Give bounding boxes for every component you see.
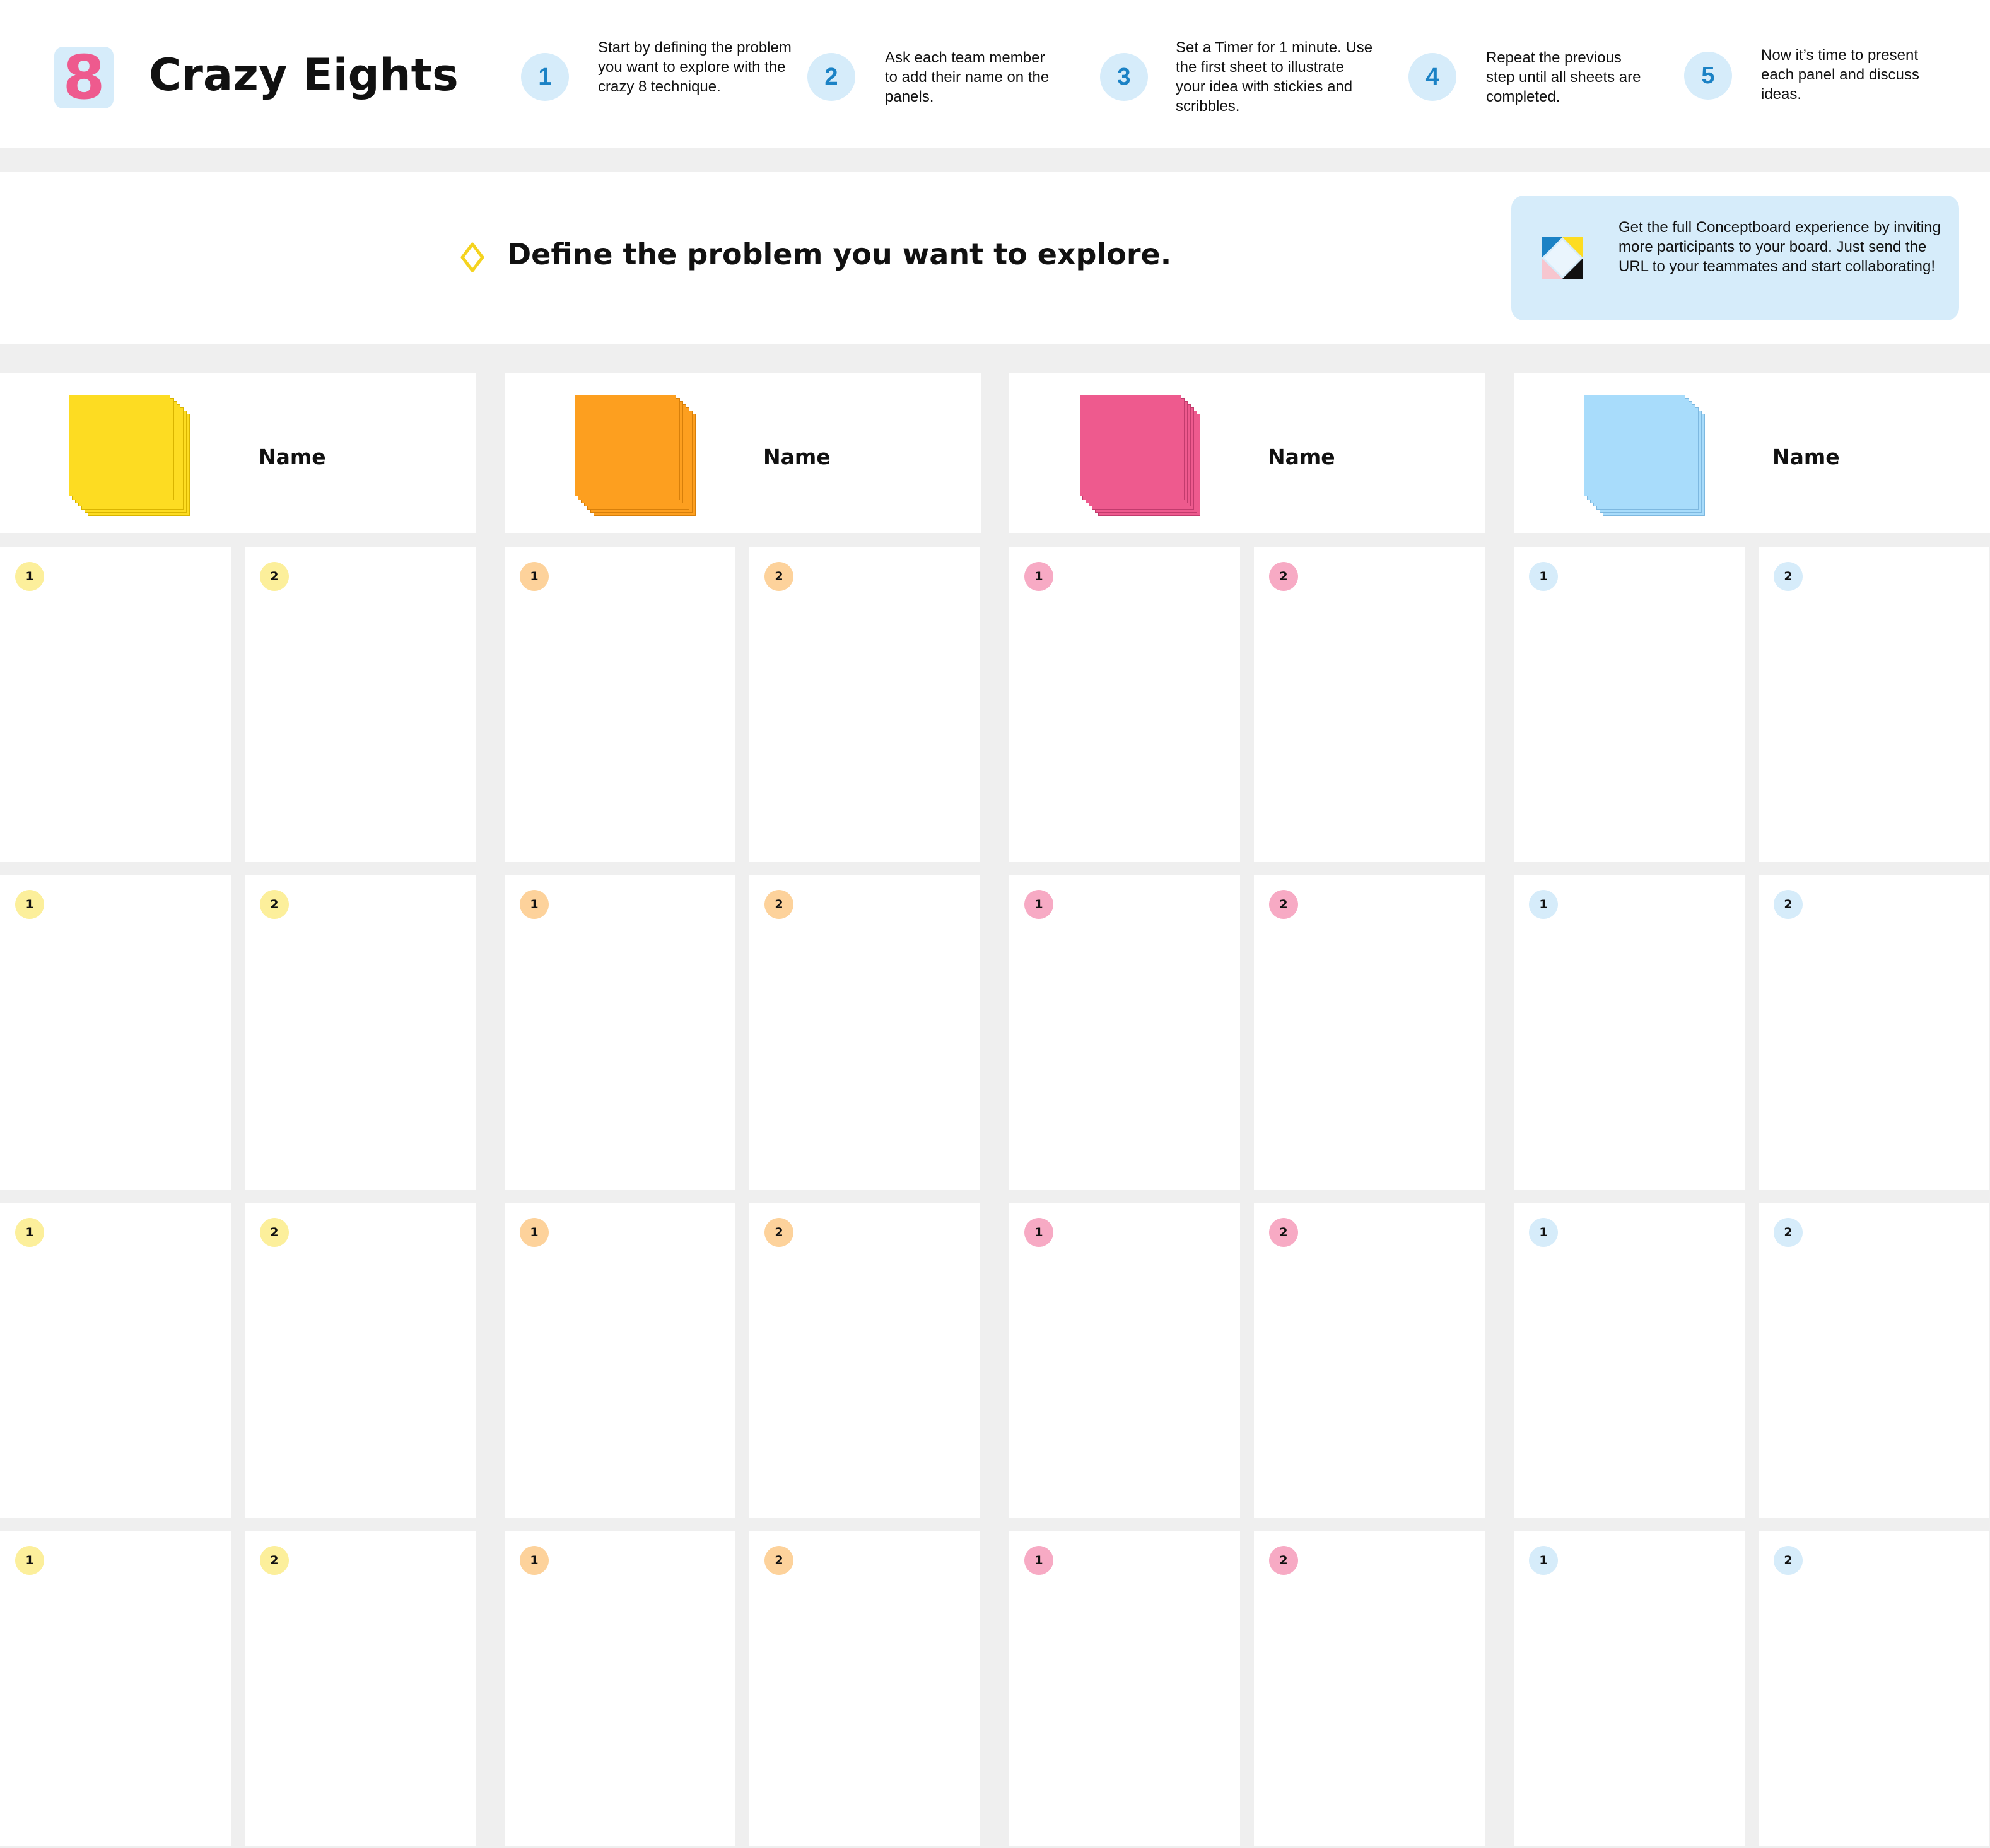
panel-number-badge: 1 [1529,1218,1558,1247]
participant-1-header: Name [0,373,476,533]
sticky-note-stack-icon[interactable] [1080,395,1203,519]
sketch-panel[interactable]: 2 [245,1203,476,1518]
step-5-text: Now it’s time to present each panel and … [1761,47,1919,103]
panel-number-badge: 1 [1024,890,1053,919]
promo-banner [1511,196,1959,320]
sketch-panel[interactable]: 2 [749,875,980,1190]
panel-number-badge: 1 [1024,562,1053,591]
step-4-text: Repeat the previous step until all sheet… [1486,49,1641,105]
panel-number-badge: 1 [15,562,44,591]
sketch-panel[interactable]: 2 [245,875,476,1190]
sketch-panel[interactable]: 2 [245,1531,476,1846]
panel-number-badge: 2 [1774,890,1803,919]
conceptboard-logo-icon [1542,237,1583,279]
panel-number-badge: 1 [1529,1546,1558,1575]
sketch-panel[interactable]: 2 [1254,875,1485,1190]
panel-number-badge: 2 [1269,562,1298,591]
crazy-eights-logo-icon: 8 [54,47,114,108]
panel-number-badge: 1 [520,1218,549,1247]
panel-number-badge: 2 [1269,1218,1298,1247]
step-2-text: Ask each team member to add their name o… [885,49,1050,105]
participant-2-header: Name [505,373,981,533]
participant-name-label[interactable]: Name [1268,445,1335,469]
step-5-number: 5 [1684,52,1732,100]
panel-number-badge: 1 [1024,1546,1053,1575]
header-bar [0,0,1990,148]
sketch-panel[interactable]: 1 [505,1531,735,1846]
panel-number-badge: 1 [1529,562,1558,591]
sketch-panel[interactable]: 2 [1254,1203,1485,1518]
panel-number-badge: 2 [1774,1218,1803,1247]
panel-number-badge: 2 [1774,1546,1803,1575]
participant-3-header: Name [1009,373,1485,533]
sketch-panel[interactable]: 1 [1009,1203,1240,1518]
sketch-panel[interactable]: 1 [505,875,735,1190]
panel-number-badge: 2 [260,1218,289,1247]
sketch-panel[interactable]: 1 [1514,547,1745,862]
sketch-panel[interactable]: 1 [505,1203,735,1518]
sketch-panel[interactable]: 1 [0,875,231,1190]
panel-number-badge: 1 [520,890,549,919]
problem-prompt[interactable]: Define the problem you want to explore. [507,237,1172,271]
sticky-note-stack-icon[interactable] [575,395,699,519]
panel-number-badge: 2 [1774,562,1803,591]
sketch-panel[interactable]: 1 [1514,1203,1745,1518]
sketch-panel[interactable]: 1 [1009,1531,1240,1846]
sketch-panel[interactable]: 1 [1514,875,1745,1190]
sketch-panel[interactable]: 2 [1254,547,1485,862]
panel-number-badge: 2 [764,1546,793,1575]
panel-number-badge: 1 [1529,890,1558,919]
step-4-number: 4 [1408,53,1456,101]
step-3-number: 3 [1100,53,1148,101]
panel-number-badge: 2 [260,562,289,591]
diamond-outline-icon [460,242,484,272]
step-1-text: Start by defining the problem you want t… [598,39,792,95]
sketch-panel[interactable]: 2 [1759,1531,1989,1846]
sketch-panel[interactable]: 1 [505,547,735,862]
panel-number-badge: 1 [520,1546,549,1575]
sketch-panel[interactable]: 2 [1759,547,1989,862]
sketch-panel[interactable]: 2 [245,547,476,862]
sticky-note-stack-icon[interactable] [69,395,193,519]
step-2-number: 2 [807,53,855,101]
sketch-panel[interactable]: 1 [1514,1531,1745,1846]
sketch-panel[interactable]: 1 [0,1531,231,1846]
promo-text: Get the full Conceptboard experience by … [1618,219,1941,275]
panel-number-badge: 2 [764,1218,793,1247]
participant-name-label[interactable]: Name [763,445,831,469]
sketch-panel[interactable]: 2 [1759,1203,1989,1518]
sketch-panel[interactable]: 1 [1009,875,1240,1190]
panel-number-badge: 1 [1024,1218,1053,1247]
sketch-panel[interactable]: 1 [0,1203,231,1518]
sketch-panel[interactable]: 2 [1254,1531,1485,1846]
step-1-number: 1 [521,53,569,101]
panel-number-badge: 2 [260,1546,289,1575]
panel-number-badge: 2 [764,890,793,919]
sketch-panel[interactable]: 2 [1759,875,1989,1190]
participant-name-label[interactable]: Name [1772,445,1840,469]
sketch-panel[interactable]: 2 [749,1203,980,1518]
panel-number-badge: 2 [260,890,289,919]
sketch-panel[interactable]: 2 [749,547,980,862]
panel-number-badge: 2 [764,562,793,591]
participant-name-label[interactable]: Name [259,445,326,469]
sketch-panel[interactable]: 2 [749,1531,980,1846]
panel-number-badge: 2 [1269,1546,1298,1575]
panel-number-badge: 1 [15,1546,44,1575]
panel-number-badge: 2 [1269,890,1298,919]
sticky-note-stack-icon[interactable] [1584,395,1708,519]
step-3-text: Set a Timer for 1 minute. Use the first … [1176,39,1373,115]
panel-number-badge: 1 [15,1218,44,1247]
panel-number-badge: 1 [520,562,549,591]
page-title: Crazy Eights [149,49,459,101]
sketch-panel[interactable]: 1 [1009,547,1240,862]
participant-4-header: Name [1514,373,1990,533]
logo-glyph: 8 [62,42,105,113]
panel-number-badge: 1 [15,890,44,919]
sketch-panel[interactable]: 1 [0,547,231,862]
